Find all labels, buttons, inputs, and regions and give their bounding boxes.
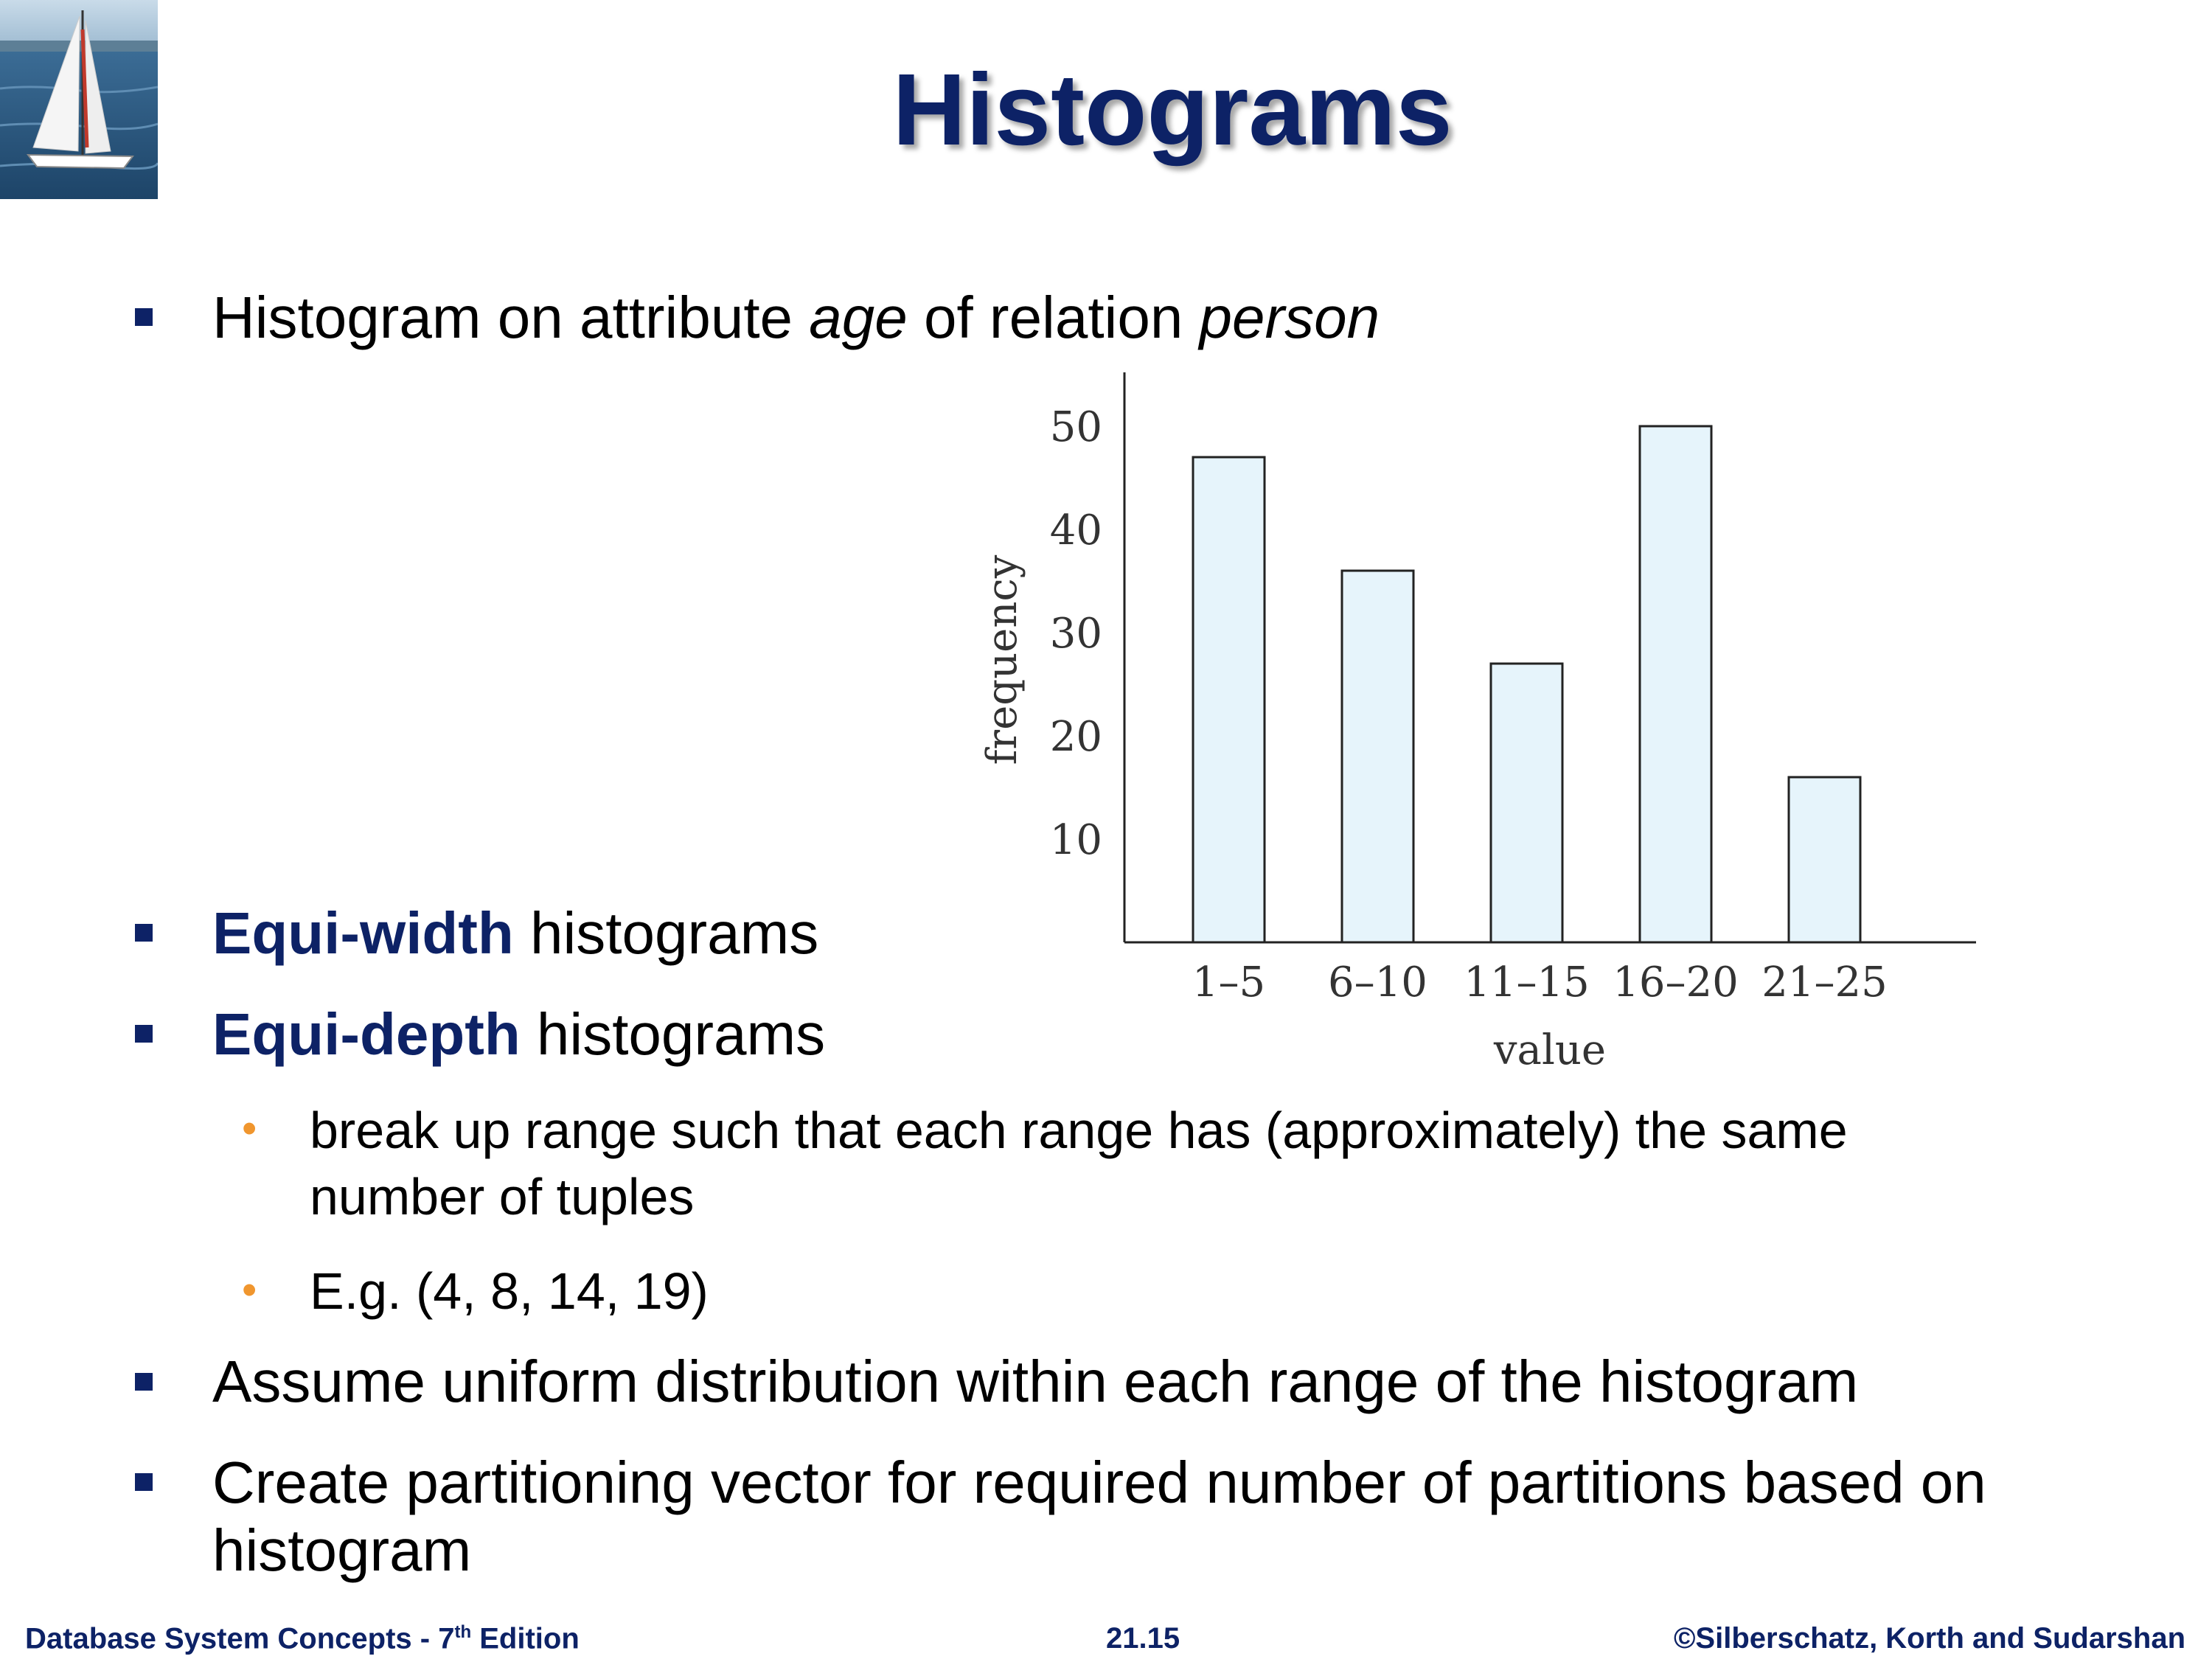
sub-bullet-line: break up range such that each range has … (310, 1102, 1848, 1159)
histogram-bar (1787, 776, 1862, 944)
y-tick-label: 10 (1050, 816, 1102, 864)
bullet-text: histograms (520, 1001, 826, 1067)
footer-copyright: ©Silberschatz, Korth and Sudarshan (1673, 1622, 2185, 1655)
footer-superscript: th (454, 1622, 472, 1642)
bullet-text: Histogram on attribute (212, 285, 810, 350)
sub-bullet-dot-icon: • (242, 1266, 257, 1314)
bullet-line: Create partitioning vector for required … (212, 1450, 1986, 1515)
x-tick-label: 16–20 (1613, 959, 1739, 1006)
histogram-bar (1340, 569, 1415, 944)
bullet-text: histograms (513, 900, 819, 966)
footer-book-title: Database System Concepts - 7 (25, 1622, 455, 1655)
bullet-histogram-on-attribute: Histogram on attribute age of relation p… (212, 284, 1380, 352)
attribute-name: age (809, 285, 908, 350)
bullet-square-icon (135, 308, 153, 326)
bullet-square-icon (135, 1473, 153, 1491)
bullet-square-icon (135, 1025, 153, 1043)
bullet-line: histogram (212, 1517, 472, 1583)
sub-bullet-line: number of tuples (310, 1168, 695, 1225)
bullet-square-icon (135, 1373, 153, 1391)
footer-edition: Edition (471, 1622, 580, 1655)
y-tick-label: 20 (1050, 713, 1102, 761)
term-equi-width: Equi-width (212, 900, 514, 966)
sub-bullet-example: E.g. (4, 8, 14, 19) (310, 1258, 709, 1324)
bullet-assume-uniform: Assume uniform distribution within each … (212, 1348, 1858, 1416)
relation-name: person (1199, 285, 1380, 350)
histogram-bar (1638, 425, 1713, 944)
sub-bullet-text: E.g. (4, 8, 14, 19) (310, 1262, 709, 1320)
y-tick-label: 50 (1050, 403, 1102, 451)
x-tick-label: 6–10 (1328, 959, 1427, 1006)
term-equi-depth: Equi-depth (212, 1001, 521, 1067)
bullet-equi-width: Equi-width histograms (212, 900, 818, 967)
x-tick-label: 21–25 (1761, 959, 1888, 1006)
bullet-equi-depth: Equi-depth histograms (212, 1001, 825, 1068)
y-tick-label: 30 (1050, 610, 1102, 658)
x-tick-label: 1–5 (1192, 959, 1265, 1006)
footer-left: Database System Concepts - 7th Edition (25, 1622, 580, 1655)
bullet-square-icon (135, 924, 153, 942)
sub-bullet-break-up-range: break up range such that each range has … (310, 1097, 1848, 1230)
bullet-text: Assume uniform distribution within each … (212, 1349, 1859, 1414)
sailboat-logo (0, 0, 158, 199)
y-axis-label: frequency (978, 554, 1026, 765)
bullet-create-partitioning: Create partitioning vector for required … (212, 1449, 1986, 1585)
bullet-text: of relation (907, 285, 1200, 350)
histogram-bar (1489, 662, 1564, 944)
x-axis-label: value (1493, 1026, 1606, 1074)
x-tick-label: 11–15 (1464, 959, 1590, 1006)
sub-bullet-dot-icon: • (242, 1105, 257, 1152)
footer-page-number: 21.15 (1106, 1622, 1180, 1655)
y-tick-label: 40 (1050, 507, 1102, 554)
slide-title: Histograms (892, 53, 1453, 167)
histogram-bar (1192, 456, 1266, 944)
